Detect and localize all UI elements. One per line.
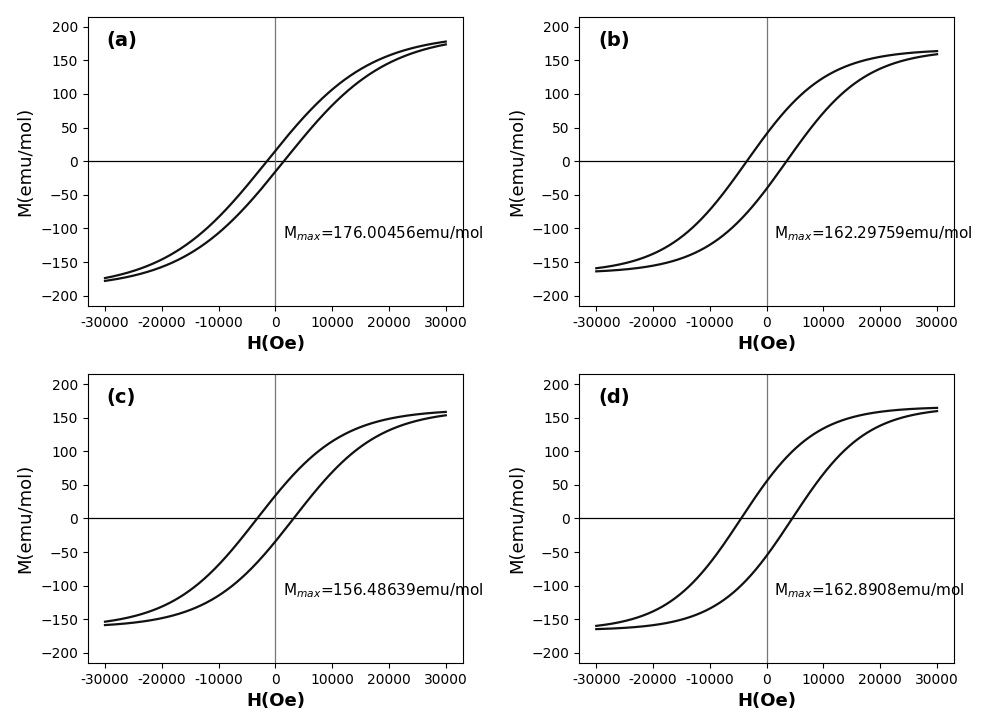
X-axis label: H(Oe): H(Oe) [246, 692, 305, 710]
Text: M$_{max}$=162.29759emu/mol: M$_{max}$=162.29759emu/mol [774, 224, 972, 243]
Text: M$_{max}$=162.8908emu/mol: M$_{max}$=162.8908emu/mol [774, 582, 964, 600]
Y-axis label: M(emu/mol): M(emu/mol) [17, 464, 35, 573]
Y-axis label: M(emu/mol): M(emu/mol) [508, 107, 526, 216]
Text: (d): (d) [598, 388, 630, 407]
Text: (a): (a) [107, 31, 138, 50]
X-axis label: H(Oe): H(Oe) [737, 692, 796, 710]
Y-axis label: M(emu/mol): M(emu/mol) [508, 464, 526, 573]
X-axis label: H(Oe): H(Oe) [246, 335, 305, 353]
X-axis label: H(Oe): H(Oe) [737, 335, 796, 353]
Text: (c): (c) [107, 388, 136, 407]
Text: M$_{max}$=156.48639emu/mol: M$_{max}$=156.48639emu/mol [283, 582, 483, 600]
Text: (b): (b) [598, 31, 630, 50]
Text: M$_{max}$=176.00456emu/mol: M$_{max}$=176.00456emu/mol [283, 224, 483, 243]
Y-axis label: M(emu/mol): M(emu/mol) [17, 107, 35, 216]
